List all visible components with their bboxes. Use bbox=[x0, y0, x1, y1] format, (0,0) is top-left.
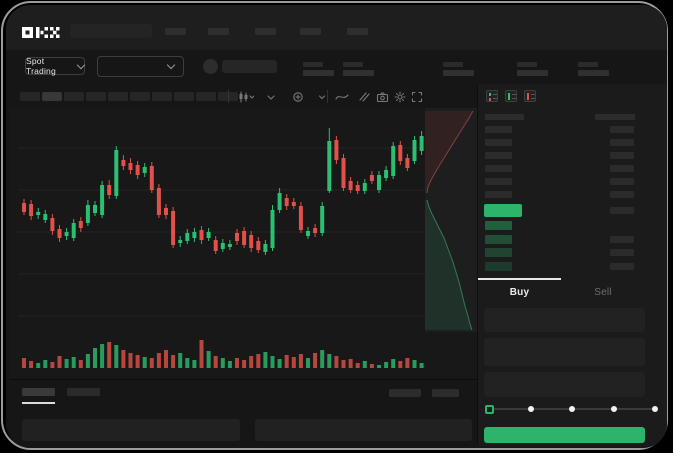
chevron-down-icon bbox=[166, 60, 176, 70]
candlestick-chart[interactable] bbox=[10, 108, 477, 378]
last-price-badge[interactable] bbox=[484, 204, 522, 217]
tab-buy[interactable]: Buy bbox=[478, 281, 561, 303]
tab-sell[interactable]: Sell bbox=[561, 281, 645, 303]
header-search-block[interactable] bbox=[70, 24, 152, 38]
okx-logo bbox=[22, 27, 60, 38]
stat-value-4 bbox=[517, 70, 548, 76]
toolbar-divider bbox=[327, 90, 328, 103]
line-tool-icon[interactable] bbox=[334, 90, 350, 103]
stat-label-2 bbox=[343, 62, 363, 67]
market-type-dropdown[interactable]: Spot Trading bbox=[25, 56, 86, 76]
price-field[interactable] bbox=[484, 308, 645, 332]
chevron-down-icon bbox=[76, 60, 86, 69]
book-both-icon[interactable] bbox=[486, 90, 498, 102]
bottom-tab-2[interactable] bbox=[67, 388, 100, 396]
depth-overlay-bg bbox=[425, 108, 477, 332]
fullscreen-icon[interactable] bbox=[409, 90, 425, 103]
depth-chart bbox=[425, 110, 474, 331]
buy-tab-underline bbox=[478, 278, 561, 280]
bid-row-price-1[interactable] bbox=[485, 221, 512, 230]
orderbook-header-bar-2 bbox=[595, 114, 635, 120]
orderbook-header-bar-1 bbox=[485, 114, 524, 120]
timeframe-button-9[interactable] bbox=[196, 92, 216, 101]
draw-tool-icon[interactable] bbox=[356, 90, 372, 103]
pair-selector-dropdown[interactable] bbox=[97, 56, 184, 77]
ask-row-amount-4[interactable] bbox=[610, 165, 634, 172]
slider-step-4[interactable] bbox=[652, 406, 658, 412]
stat-label-4 bbox=[517, 62, 537, 67]
sell-tab-label: Sell bbox=[594, 286, 612, 298]
last-price-amount bbox=[610, 207, 634, 214]
nav-item-3[interactable] bbox=[255, 28, 276, 35]
ask-row-amount-6[interactable] bbox=[610, 191, 634, 198]
stat-value-2 bbox=[343, 70, 374, 76]
chart-type-icon[interactable] bbox=[238, 90, 254, 103]
amount-field[interactable] bbox=[484, 338, 645, 366]
stat-value-3 bbox=[443, 70, 474, 76]
ask-row-price-4[interactable] bbox=[485, 165, 512, 172]
bottom-action-1[interactable] bbox=[389, 389, 421, 397]
ask-row-amount-3[interactable] bbox=[610, 152, 634, 159]
dropdown-icon[interactable] bbox=[314, 90, 330, 103]
stat-value-5 bbox=[578, 70, 609, 76]
ask-row-amount-1[interactable] bbox=[610, 126, 634, 133]
bid-row-amount-4[interactable] bbox=[610, 262, 634, 270]
ask-row-amount-5[interactable] bbox=[610, 178, 634, 185]
submit-buy-button[interactable] bbox=[484, 427, 645, 443]
stat-label-1 bbox=[303, 62, 323, 67]
timeframe-button-6[interactable] bbox=[130, 92, 150, 101]
compare-icon[interactable] bbox=[290, 90, 306, 103]
bottom-tab-underline bbox=[22, 402, 55, 404]
ask-row-price-2[interactable] bbox=[485, 139, 512, 146]
panel-divider-vertical bbox=[477, 84, 478, 446]
bid-row-price-4[interactable] bbox=[485, 261, 512, 271]
ask-row-amount-2[interactable] bbox=[610, 139, 634, 146]
panel-divider-horizontal bbox=[10, 379, 477, 380]
timeframe-button-1[interactable] bbox=[20, 92, 40, 101]
nav-item-5[interactable] bbox=[347, 28, 368, 35]
timeframe-button-8[interactable] bbox=[174, 92, 194, 101]
settings-icon[interactable] bbox=[392, 90, 408, 103]
ask-row-price-5[interactable] bbox=[485, 178, 512, 185]
timeframe-button-7[interactable] bbox=[152, 92, 172, 101]
slider-step-1[interactable] bbox=[527, 406, 534, 412]
book-bids-icon[interactable] bbox=[505, 90, 517, 102]
stat-value-1 bbox=[303, 70, 334, 76]
timeframe-button-2[interactable] bbox=[42, 92, 62, 101]
buy-tab-label: Buy bbox=[509, 286, 530, 298]
toolbar-divider bbox=[228, 90, 229, 103]
bottom-action-2[interactable] bbox=[432, 389, 459, 397]
timeframe-button-5[interactable] bbox=[108, 92, 128, 101]
book-asks-icon[interactable] bbox=[524, 90, 536, 102]
bid-row-amount-3[interactable] bbox=[610, 249, 634, 256]
slider-handle[interactable] bbox=[484, 404, 494, 414]
stat-label-5 bbox=[578, 62, 598, 67]
total-field[interactable] bbox=[484, 372, 645, 397]
slider-step-3[interactable] bbox=[610, 406, 617, 412]
nav-item-4[interactable] bbox=[300, 28, 321, 35]
bid-row-price-2[interactable] bbox=[485, 234, 512, 244]
timeframe-button-4[interactable] bbox=[86, 92, 106, 101]
pair-name-block bbox=[222, 60, 277, 73]
app-window: Spot Trading Buy Sell bbox=[6, 5, 667, 448]
bid-row-price-3[interactable] bbox=[485, 248, 512, 257]
ask-row-price-6[interactable] bbox=[485, 191, 512, 198]
ask-row-price-3[interactable] bbox=[485, 152, 512, 159]
bottom-panel-1 bbox=[22, 419, 240, 441]
snapshot-icon[interactable] bbox=[374, 90, 390, 103]
bottom-tab-1[interactable] bbox=[22, 388, 55, 396]
timeframe-button-3[interactable] bbox=[64, 92, 84, 101]
slider-step-2[interactable] bbox=[569, 406, 575, 412]
bottom-panel-2 bbox=[255, 419, 472, 441]
interval-dropdown-icon[interactable] bbox=[263, 90, 279, 103]
coin-icon bbox=[203, 59, 218, 74]
stat-label-3 bbox=[443, 62, 463, 67]
nav-item-1[interactable] bbox=[165, 28, 186, 35]
market-type-label: Spot Trading bbox=[26, 56, 56, 76]
ask-row-price-1[interactable] bbox=[485, 126, 512, 133]
bid-row-amount-2[interactable] bbox=[610, 235, 634, 243]
nav-item-2[interactable] bbox=[208, 28, 229, 35]
